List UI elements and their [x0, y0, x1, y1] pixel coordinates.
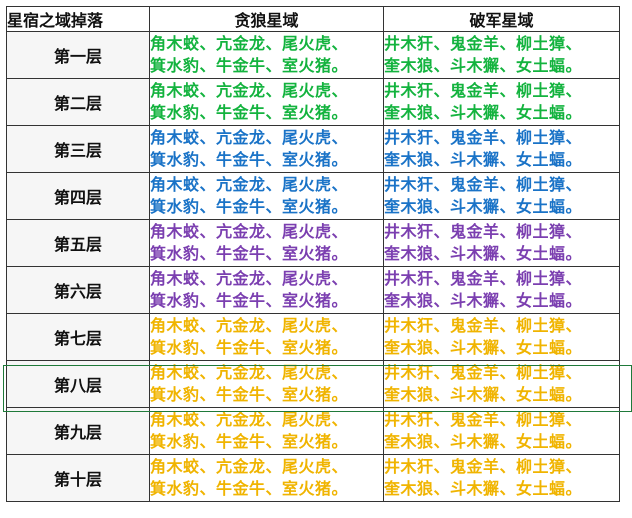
star-list-line: 奎木狼、斗木獬、女土蝠。	[384, 479, 583, 498]
tanlang-stars-cell[interactable]: 角木蛟、亢金龙、尾火虎、 箕水豹、牛金牛、室火猪。	[149, 360, 384, 408]
floor-label-cell[interactable]: 第二层	[6, 78, 150, 126]
header-cell-drops[interactable]: 星宿之域掉落	[6, 6, 150, 32]
star-list-line: 角木蛟、亢金龙、尾火虎、	[150, 410, 349, 429]
drop-table: 星宿之域掉落 贪狼星域 破军星域 第一层 角木蛟、亢金龙、尾火虎、 箕水豹、牛金牛、…	[6, 6, 620, 502]
pojun-stars-cell[interactable]: 井木犴、鬼金羊、柳土獐、 奎木狼、斗木獬、女土蝠。	[383, 172, 620, 220]
star-list-line: 奎木狼、斗木獬、女土蝠。	[384, 56, 583, 75]
floor-label-cell[interactable]: 第五层	[6, 219, 150, 267]
table-row: 第一层 角木蛟、亢金龙、尾火虎、 箕水豹、牛金牛、室火猪。 井木犴、鬼金羊、柳土獐、奎…	[6, 31, 620, 79]
star-list-line: 奎木狼、斗木獬、女土蝠。	[384, 385, 583, 404]
star-list-line: 奎木狼、斗木獬、女土蝠。	[384, 197, 583, 216]
tanlang-stars-cell[interactable]: 角木蛟、亢金龙、尾火虎、 箕水豹、牛金牛、室火猪。	[149, 219, 384, 267]
tanlang-stars-cell[interactable]: 角木蛟、亢金龙、尾火虎、 箕水豹、牛金牛、室火猪。	[149, 125, 384, 173]
star-list-line: 井木犴、鬼金羊、柳土獐、	[384, 269, 583, 288]
star-list-line: 箕水豹、牛金牛、室火猪。	[150, 244, 349, 263]
pojun-stars-cell[interactable]: 井木犴、鬼金羊、柳土獐、 奎木狼、斗木獬、女土蝠。	[383, 125, 620, 173]
star-list-line: 角木蛟、亢金龙、尾火虎、	[150, 175, 349, 194]
tanlang-stars-cell[interactable]: 角木蛟、亢金龙、尾火虎、 箕水豹、牛金牛、室火猪。	[149, 407, 384, 455]
table-row: 第七层 角木蛟、亢金龙、尾火虎、 箕水豹、牛金牛、室火猪。 井木犴、鬼金羊、柳土獐、奎…	[6, 313, 620, 361]
tanlang-stars-cell[interactable]: 角木蛟、亢金龙、尾火虎、 箕水豹、牛金牛、室火猪。	[149, 172, 384, 220]
pojun-stars-cell[interactable]: 井木犴、鬼金羊、柳土獐、 奎木狼、斗木獬、女土蝠。	[383, 454, 620, 502]
tanlang-stars-cell[interactable]: 角木蛟、亢金龙、尾火虎、 箕水豹、牛金牛、室火猪。	[149, 31, 384, 79]
star-list-line: 角木蛟、亢金龙、尾火虎、	[150, 457, 349, 476]
star-list-line: 角木蛟、亢金龙、尾火虎、	[150, 222, 349, 241]
star-list-line: 奎木狼、斗木獬、女土蝠。	[384, 338, 583, 357]
star-list-line: 箕水豹、牛金牛、室火猪。	[150, 197, 349, 216]
star-list-line: 角木蛟、亢金龙、尾火虎、	[150, 269, 349, 288]
floor-label-cell[interactable]: 第八层	[6, 360, 150, 408]
header-cell-tanlang[interactable]: 贪狼星域	[149, 6, 384, 32]
tanlang-stars-cell[interactable]: 角木蛟、亢金龙、尾火虎、 箕水豹、牛金牛、室火猪。	[149, 78, 384, 126]
star-list-line: 奎木狼、斗木獬、女土蝠。	[384, 432, 583, 451]
table-row: 第四层 角木蛟、亢金龙、尾火虎、 箕水豹、牛金牛、室火猪。 井木犴、鬼金羊、柳土獐、奎…	[6, 172, 620, 220]
table-row: 第三层 角木蛟、亢金龙、尾火虎、 箕水豹、牛金牛、室火猪。 井木犴、鬼金羊、柳土獐、奎…	[6, 125, 620, 173]
floor-label-cell[interactable]: 第六层	[6, 266, 150, 314]
star-list-line: 井木犴、鬼金羊、柳土獐、	[384, 457, 583, 476]
star-list-line: 井木犴、鬼金羊、柳土獐、	[384, 128, 583, 147]
table-row: 第十层 角木蛟、亢金龙、尾火虎、 箕水豹、牛金牛、室火猪。 井木犴、鬼金羊、柳土獐、奎…	[6, 454, 620, 502]
star-list-line: 箕水豹、牛金牛、室火猪。	[150, 479, 349, 498]
pojun-stars-cell[interactable]: 井木犴、鬼金羊、柳土獐、 奎木狼、斗木獬、女土蝠。	[383, 219, 620, 267]
star-list-line: 角木蛟、亢金龙、尾火虎、	[150, 128, 349, 147]
star-list-line: 奎木狼、斗木獬、女土蝠。	[384, 150, 583, 169]
star-list-line: 井木犴、鬼金羊、柳土獐、	[384, 81, 583, 100]
floor-label-cell[interactable]: 第十层	[6, 454, 150, 502]
star-list-line: 箕水豹、牛金牛、室火猪。	[150, 291, 349, 310]
star-list-line: 井木犴、鬼金羊、柳土獐、	[384, 316, 583, 335]
star-list-line: 奎木狼、斗木獬、女土蝠。	[384, 244, 583, 263]
star-list-line: 井木犴、鬼金羊、柳土獐、	[384, 410, 583, 429]
star-list-line: 角木蛟、亢金龙、尾火虎、	[150, 81, 349, 100]
star-list-line: 箕水豹、牛金牛、室火猪。	[150, 338, 349, 357]
star-list-line: 箕水豹、牛金牛、室火猪。	[150, 150, 349, 169]
pojun-stars-cell[interactable]: 井木犴、鬼金羊、柳土獐、 奎木狼、斗木獬、女土蝠。	[383, 78, 620, 126]
star-list-line: 角木蛟、亢金龙、尾火虎、	[150, 363, 349, 382]
star-list-line: 箕水豹、牛金牛、室火猪。	[150, 432, 349, 451]
star-list-line: 井木犴、鬼金羊、柳土獐、	[384, 222, 583, 241]
header-cell-pojun[interactable]: 破军星域	[383, 6, 620, 32]
floor-label-cell[interactable]: 第九层	[6, 407, 150, 455]
tanlang-stars-cell[interactable]: 角木蛟、亢金龙、尾火虎、 箕水豹、牛金牛、室火猪。	[149, 454, 384, 502]
pojun-stars-cell[interactable]: 井木犴、鬼金羊、柳土獐、 奎木狼、斗木獬、女土蝠。	[383, 407, 620, 455]
star-list-line: 井木犴、鬼金羊、柳土獐、	[384, 363, 583, 382]
table-row: 第六层 角木蛟、亢金龙、尾火虎、 箕水豹、牛金牛、室火猪。 井木犴、鬼金羊、柳土獐、奎…	[6, 266, 620, 314]
star-list-line: 井木犴、鬼金羊、柳土獐、	[384, 34, 583, 53]
table-row: 第九层 角木蛟、亢金龙、尾火虎、 箕水豹、牛金牛、室火猪。 井木犴、鬼金羊、柳土獐、奎…	[6, 407, 620, 455]
tanlang-stars-cell[interactable]: 角木蛟、亢金龙、尾火虎、 箕水豹、牛金牛、室火猪。	[149, 313, 384, 361]
table-row: 第二层 角木蛟、亢金龙、尾火虎、 箕水豹、牛金牛、室火猪。 井木犴、鬼金羊、柳土獐、奎…	[6, 78, 620, 126]
star-list-line: 箕水豹、牛金牛、室火猪。	[150, 103, 349, 122]
pojun-stars-cell[interactable]: 井木犴、鬼金羊、柳土獐、 奎木狼、斗木獬、女土蝠。	[383, 313, 620, 361]
star-list-line: 角木蛟、亢金龙、尾火虎、	[150, 34, 349, 53]
star-list-line: 箕水豹、牛金牛、室火猪。	[150, 385, 349, 404]
star-list-line: 奎木狼、斗木獬、女土蝠。	[384, 291, 583, 310]
star-list-line: 井木犴、鬼金羊、柳土獐、	[384, 175, 583, 194]
floor-label-cell[interactable]: 第一层	[6, 31, 150, 79]
floor-label-cell[interactable]: 第四层	[6, 172, 150, 220]
pojun-stars-cell[interactable]: 井木犴、鬼金羊、柳土獐、 奎木狼、斗木獬、女土蝠。	[383, 360, 620, 408]
table-row: 第八层 角木蛟、亢金龙、尾火虎、 箕水豹、牛金牛、室火猪。 井木犴、鬼金羊、柳土獐、奎…	[6, 360, 620, 408]
table-row: 第五层 角木蛟、亢金龙、尾火虎、 箕水豹、牛金牛、室火猪。 井木犴、鬼金羊、柳土獐、奎…	[6, 219, 620, 267]
floor-label-cell[interactable]: 第七层	[6, 313, 150, 361]
header-row: 星宿之域掉落 贪狼星域 破军星域	[6, 6, 620, 32]
star-list-line: 奎木狼、斗木獬、女土蝠。	[384, 103, 583, 122]
floor-label-cell[interactable]: 第三层	[6, 125, 150, 173]
pojun-stars-cell[interactable]: 井木犴、鬼金羊、柳土獐、 奎木狼、斗木獬、女土蝠。	[383, 266, 620, 314]
pojun-stars-cell[interactable]: 井木犴、鬼金羊、柳土獐、 奎木狼、斗木獬、女土蝠。	[383, 31, 620, 79]
tanlang-stars-cell[interactable]: 角木蛟、亢金龙、尾火虎、 箕水豹、牛金牛、室火猪。	[149, 266, 384, 314]
star-list-line: 角木蛟、亢金龙、尾火虎、	[150, 316, 349, 335]
star-list-line: 箕水豹、牛金牛、室火猪。	[150, 56, 349, 75]
